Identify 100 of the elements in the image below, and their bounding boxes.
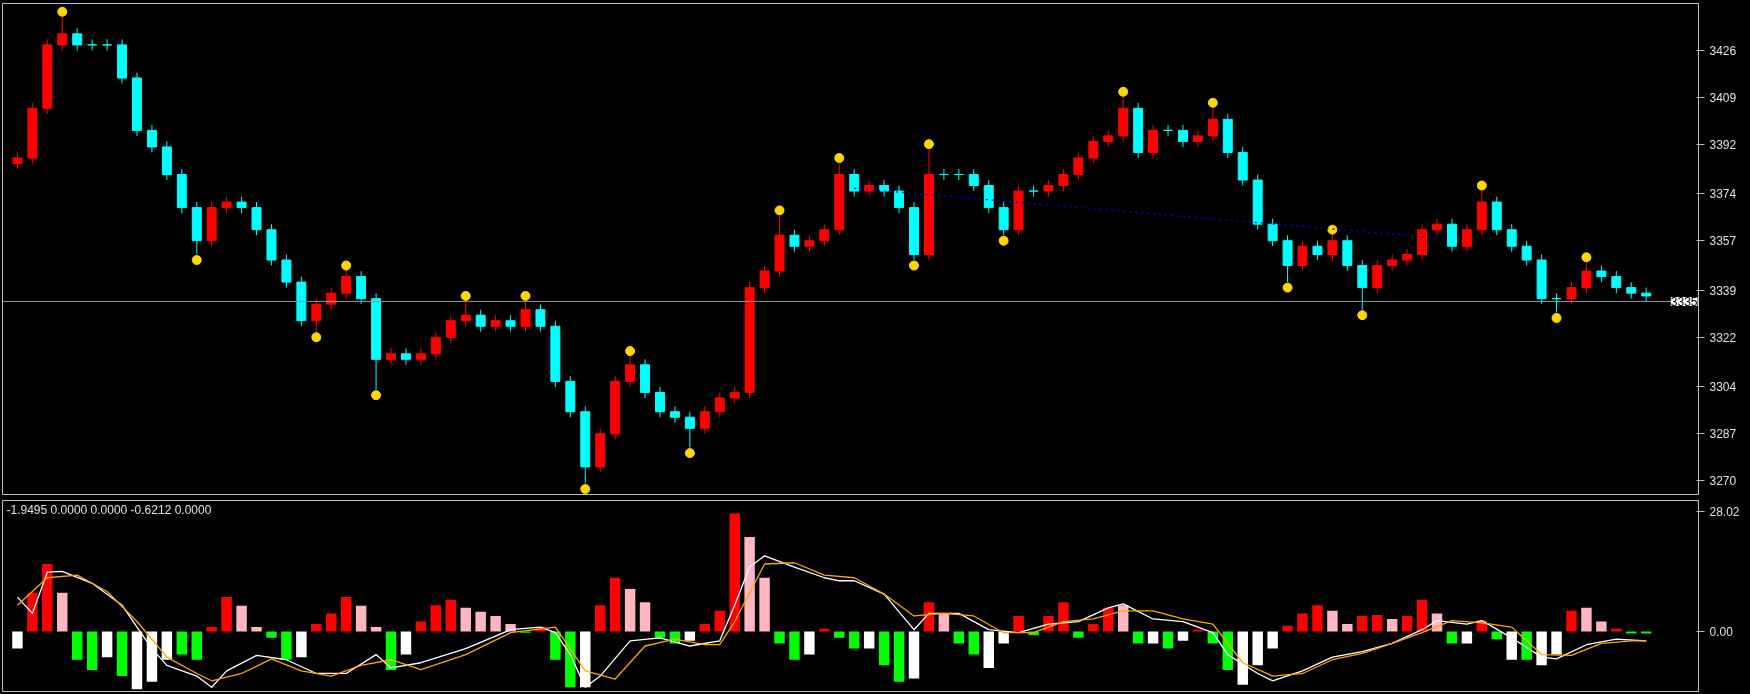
bar: [221, 597, 232, 632]
bar: [1237, 631, 1248, 685]
bar: [57, 592, 68, 632]
bar: [296, 631, 307, 658]
bar: [1132, 631, 1144, 644]
bar: [908, 631, 920, 679]
annotation: -1.9495 0.0000 0.0000 -0.6212 0.0000: [6, 502, 212, 517]
point: [57, 6, 68, 17]
bar: [42, 564, 53, 632]
bar: [849, 631, 860, 649]
bar: [759, 577, 770, 632]
bar: [1626, 631, 1637, 634]
bar: [624, 588, 636, 632]
bar: [594, 605, 606, 632]
bar: [1342, 624, 1353, 632]
bar: [251, 627, 262, 632]
candlestick: [789, 229, 800, 253]
point: [1551, 312, 1562, 323]
bar: [430, 605, 442, 632]
candlestick: [72, 27, 83, 51]
bar: [804, 631, 815, 655]
candlestick: [1357, 259, 1368, 311]
candlestick: [968, 168, 979, 192]
point: [520, 290, 531, 301]
bar: [311, 624, 322, 632]
candlestick: [400, 347, 411, 366]
bar: [1147, 631, 1159, 644]
bar: [71, 631, 83, 660]
candlestick: [684, 411, 695, 449]
bar: [654, 631, 666, 638]
bar: [968, 631, 980, 655]
y-tick-label: 3392: [1709, 137, 1737, 152]
candlestick: [445, 314, 456, 344]
candlestick: [1058, 168, 1069, 192]
candlestick: [475, 309, 486, 333]
bar: [1566, 610, 1577, 632]
point: [311, 332, 322, 343]
point: [625, 346, 636, 357]
bar: [1372, 615, 1383, 632]
candlestick: [386, 347, 396, 366]
candlestick: [998, 201, 1009, 236]
bar: [953, 631, 965, 644]
bar: [1357, 615, 1368, 632]
point: [998, 235, 1009, 246]
bar: [1177, 631, 1189, 641]
y-tick-label: 3287: [1709, 427, 1737, 442]
y-tick-label: 3304: [1709, 380, 1737, 395]
bar: [460, 607, 471, 632]
bar: [1461, 631, 1473, 644]
point: [1282, 282, 1293, 293]
bar: [266, 631, 277, 638]
candlestick: [57, 16, 68, 51]
bar: [355, 605, 367, 632]
bar: [609, 577, 621, 632]
candlestick: [430, 331, 441, 360]
bar: [1282, 625, 1293, 632]
bar: [983, 631, 994, 668]
bar: [1267, 631, 1278, 649]
bar: [998, 631, 1009, 644]
bar: [1581, 607, 1592, 632]
candlestick: [1611, 270, 1622, 294]
candlestick: [1372, 259, 1383, 294]
candlestick: [1461, 223, 1472, 253]
bar: [834, 631, 845, 638]
candlestick: [625, 356, 636, 388]
candlestick: [714, 391, 725, 418]
point: [834, 152, 845, 163]
bar: [550, 631, 561, 660]
bar: [1446, 631, 1458, 644]
bar: [445, 599, 457, 632]
point: [191, 255, 202, 266]
candlestick: [281, 254, 292, 289]
candlestick: [1148, 124, 1159, 159]
candlestick: [1207, 107, 1218, 142]
candlestick: [251, 201, 262, 236]
bar: [161, 631, 173, 660]
candlestick: [655, 386, 665, 418]
bar: [101, 631, 113, 658]
bar: [475, 611, 486, 632]
candlestick: [460, 300, 471, 327]
point: [1357, 310, 1368, 321]
candlestick: [1177, 124, 1188, 148]
candlestick: [535, 303, 546, 333]
y-tick-label: 28.02: [1709, 504, 1740, 519]
bar: [1252, 631, 1263, 666]
point: [341, 260, 352, 271]
bar: [1297, 613, 1308, 632]
bar: [385, 631, 397, 671]
candlestick: [1432, 218, 1442, 236]
bar: [400, 631, 412, 655]
point: [460, 290, 471, 301]
candlestick: [759, 265, 770, 294]
bar: [1058, 602, 1069, 632]
candlestick: [1073, 151, 1084, 181]
candlestick: [983, 179, 994, 214]
y-tick-label: 0.00: [1709, 624, 1734, 639]
bar: [27, 592, 38, 632]
candlestick: [415, 347, 426, 366]
bar: [206, 627, 217, 632]
y-tick-label: 3426: [1709, 43, 1737, 58]
